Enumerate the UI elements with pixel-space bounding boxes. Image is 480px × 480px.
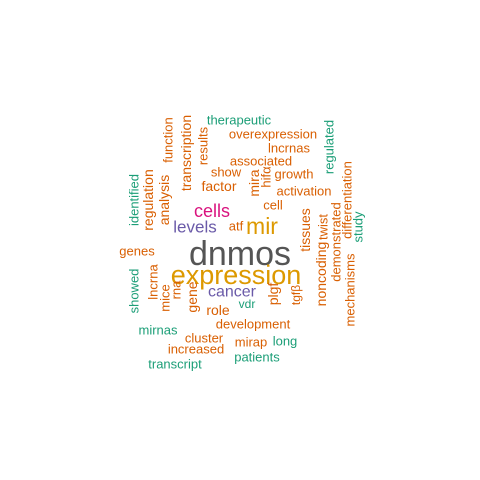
word-10: associated bbox=[230, 154, 292, 169]
word-6: cancer bbox=[208, 284, 257, 301]
word-19: vdr bbox=[239, 297, 256, 311]
word-33: identified bbox=[127, 174, 142, 226]
word-5: levels bbox=[173, 218, 216, 237]
word-30: results bbox=[196, 126, 211, 165]
word-15: cell bbox=[263, 198, 283, 213]
word-32: regulation bbox=[140, 169, 156, 231]
word-46: gene bbox=[184, 281, 200, 312]
word-11: show bbox=[211, 165, 242, 180]
word-48: mice bbox=[158, 284, 173, 311]
word-17: genes bbox=[119, 244, 155, 259]
word-9: lncrnas bbox=[268, 141, 310, 156]
word-7: therapeutic bbox=[207, 113, 272, 128]
word-24: long bbox=[273, 334, 298, 349]
word-28: function bbox=[161, 117, 176, 163]
word-34: mira bbox=[246, 169, 262, 196]
word-37: differentiation bbox=[340, 161, 355, 239]
word-25: increased bbox=[168, 342, 224, 357]
word-27: transcript bbox=[148, 357, 202, 372]
word-8: overexpression bbox=[229, 127, 317, 142]
word-49: lncrna bbox=[146, 264, 161, 300]
word-29: transcription bbox=[178, 115, 194, 191]
word-22: cluster bbox=[185, 331, 224, 346]
word-39: tissues bbox=[297, 208, 313, 252]
word-1: dnmos bbox=[189, 235, 291, 273]
word-40: twist bbox=[316, 214, 331, 240]
word-13: factor bbox=[201, 178, 236, 194]
word-43: mechanisms bbox=[343, 253, 358, 326]
word-3: mir bbox=[246, 213, 278, 239]
word-35: hifα bbox=[259, 166, 274, 188]
word-18: role bbox=[206, 302, 230, 318]
word-20: development bbox=[216, 317, 291, 332]
word-47: rna bbox=[169, 280, 184, 300]
word-12: growth bbox=[274, 167, 313, 182]
word-4: cells bbox=[194, 201, 230, 221]
word-26: patients bbox=[234, 350, 280, 365]
word-45: plgf bbox=[265, 283, 281, 306]
word-36: regulated bbox=[322, 120, 337, 174]
word-41: demonstrated bbox=[329, 202, 344, 282]
word-16: atf bbox=[229, 219, 244, 234]
word-31: analysis bbox=[156, 175, 172, 226]
word-44: tgfβ bbox=[289, 285, 303, 305]
word-42: noncoding bbox=[313, 242, 329, 307]
word-14: activation bbox=[277, 184, 332, 199]
word-23: mirap bbox=[235, 335, 268, 350]
word-50: showed bbox=[127, 269, 142, 314]
word-38: study bbox=[351, 211, 366, 243]
word-2: expression bbox=[171, 260, 302, 290]
word-21: mirnas bbox=[138, 323, 178, 338]
